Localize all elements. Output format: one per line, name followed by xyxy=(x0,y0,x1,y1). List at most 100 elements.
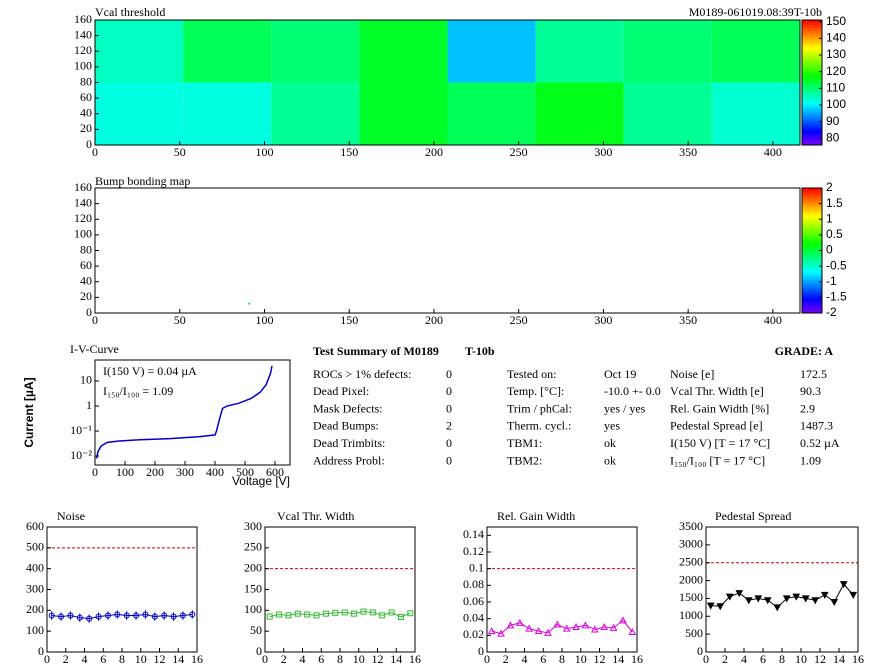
colorbar-segment xyxy=(802,233,822,237)
colorbar-segment xyxy=(802,258,822,262)
y-tick-label: 10⁻¹ xyxy=(70,423,92,437)
summary-value: 0 xyxy=(446,401,452,415)
x-tick-label: 8 xyxy=(337,652,343,666)
colorbar-segment xyxy=(802,51,822,54)
plot-frame xyxy=(94,187,801,314)
x-tick-label: 12 xyxy=(594,652,606,666)
x-tick-label: 16 xyxy=(191,652,203,666)
x-tick-label: 16 xyxy=(409,652,421,666)
x-tick-label: 300 xyxy=(594,313,612,327)
colorbar-tick-label: -1.5 xyxy=(826,290,847,304)
x-tick-label: 6 xyxy=(100,652,106,666)
marker xyxy=(553,620,562,628)
marker xyxy=(725,593,734,601)
colorbar-frame xyxy=(801,19,823,146)
marker xyxy=(322,610,329,617)
colorbar-tick-label: 130 xyxy=(826,47,846,61)
marker xyxy=(48,612,55,619)
chart-title: Rel. Gain Width xyxy=(497,509,575,523)
marker xyxy=(735,590,744,598)
y-tick-label: 0 xyxy=(86,305,92,319)
y-tick-label: 0 xyxy=(256,644,262,658)
colorbar-segment xyxy=(802,97,822,100)
y-tick-label: 80 xyxy=(80,242,92,256)
x-tick-label: 2 xyxy=(63,652,69,666)
colorbar-segment xyxy=(802,88,822,92)
y-tick-label: 0 xyxy=(86,137,92,151)
colorbar-segment xyxy=(802,120,822,123)
marker xyxy=(754,595,763,603)
colorbar-segment xyxy=(802,111,822,115)
summary-value: 1.09 xyxy=(800,453,821,467)
x-tick-label: 2 xyxy=(281,652,287,666)
y-tick-label: 0.12 xyxy=(463,544,484,558)
colorbar-segment xyxy=(802,113,822,117)
colorbar-segment xyxy=(802,86,822,90)
colorbar-segment xyxy=(802,269,822,272)
colorbar-segment xyxy=(802,117,822,121)
y-tick-label: 500 xyxy=(685,626,703,640)
summary-label: I(150 V) [T = 17 °C] xyxy=(670,436,770,450)
y-tick-label: 100 xyxy=(74,227,92,241)
colorbar-tick-label: 110 xyxy=(826,81,845,95)
y-tick-label: 400 xyxy=(26,560,44,574)
x-tick-label: 8 xyxy=(119,652,125,666)
y-tick-label: 0 xyxy=(697,644,703,658)
x-tick-label: 300 xyxy=(176,465,194,479)
marker xyxy=(161,612,168,619)
y-tick-label: 100 xyxy=(74,59,92,73)
plot-frame xyxy=(486,526,638,653)
colorbar-segment xyxy=(802,130,822,133)
y-tick-label: 200 xyxy=(26,602,44,616)
colorbar-tick-label: 90 xyxy=(826,114,840,128)
x-tick-label: 300 xyxy=(594,145,612,159)
y-tick-label: 10⁻² xyxy=(70,448,92,462)
x-tick-label: 0 xyxy=(44,652,50,666)
marker xyxy=(849,591,858,599)
y-tick-label: 0.14 xyxy=(463,527,484,541)
x-tick-label: 4 xyxy=(522,652,528,666)
colorbar-segment xyxy=(802,283,822,287)
y-tick-label: 300 xyxy=(244,519,262,533)
colorbar-segment xyxy=(802,263,822,266)
x-tick-label: 2 xyxy=(503,652,509,666)
colorbar-segment xyxy=(802,304,822,308)
marker xyxy=(820,591,829,599)
y-tick-label: 100 xyxy=(244,602,262,616)
x-tick-label: 200 xyxy=(425,145,443,159)
colorbar-segment xyxy=(802,231,822,235)
colorbar-segment xyxy=(802,99,822,102)
marker xyxy=(609,623,618,631)
colorbar-segment xyxy=(802,246,822,249)
colorbar-segment xyxy=(802,109,822,113)
summary-label: Dead Trimbits: xyxy=(313,436,385,450)
colorbar-segment xyxy=(802,122,822,125)
colorbar-segment xyxy=(802,47,822,50)
marker xyxy=(133,612,140,619)
marker xyxy=(839,581,848,589)
summary-value: yes xyxy=(604,419,620,433)
colorbar-segment xyxy=(802,275,822,279)
colorbar-segment xyxy=(802,74,822,77)
colorbar-segment xyxy=(802,24,822,27)
x-axis-label: Voltage [V] xyxy=(232,474,290,488)
colorbar-segment xyxy=(802,136,822,140)
x-tick-label: 10 xyxy=(135,652,147,666)
colorbar-segment xyxy=(802,61,822,65)
heatmap-cell xyxy=(623,20,712,83)
y-tick-label: 50 xyxy=(250,623,262,637)
colorbar-segment xyxy=(802,296,822,299)
x-tick-label: 150 xyxy=(340,145,358,159)
x-tick-label: 50 xyxy=(174,145,186,159)
x-tick-label: 12 xyxy=(372,652,384,666)
x-tick-label: 6 xyxy=(760,652,766,666)
summary-value: 0 xyxy=(446,436,452,450)
colorbar-segment xyxy=(802,204,822,208)
colorbar-segment xyxy=(802,206,822,210)
data-line xyxy=(95,365,273,459)
colorbar-tick-label: -1 xyxy=(826,274,837,288)
colorbar-segment xyxy=(802,221,822,224)
y-tick-label: 160 xyxy=(74,180,92,194)
x-tick-label: 0 xyxy=(92,313,98,327)
heatmap-cell xyxy=(711,20,800,83)
